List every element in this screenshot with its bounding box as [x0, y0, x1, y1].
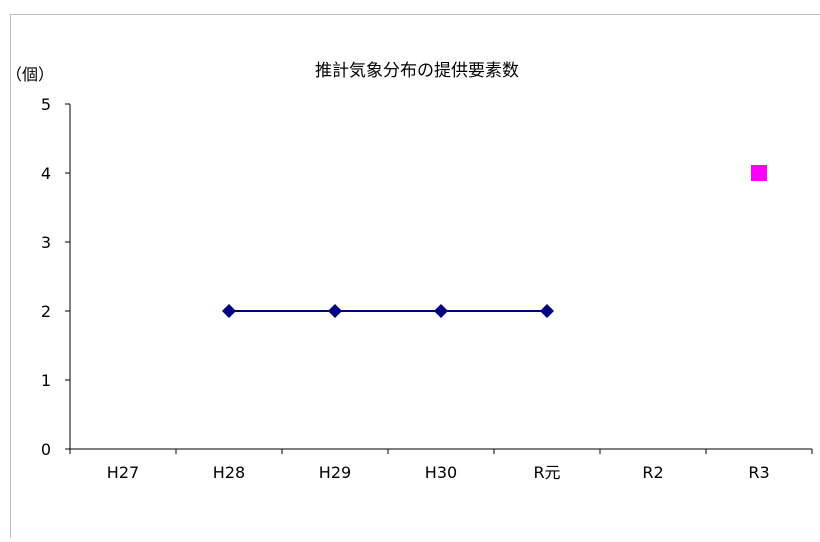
- y-tick-label: 3: [41, 233, 51, 252]
- tick-labels: 0 1 2 3 4 5 H27 H28 H29 H30 R元 R2 R3: [41, 95, 770, 482]
- chart-title: 推計気象分布の提供要素数: [315, 61, 519, 81]
- y-tick-label: 2: [41, 302, 51, 321]
- x-tick-label: H28: [213, 463, 245, 482]
- x-tick-label: H30: [425, 463, 457, 482]
- data-point-diamond: [222, 304, 236, 318]
- y-tick-label: 1: [41, 371, 51, 390]
- data-point-diamond: [328, 304, 342, 318]
- x-tick-label: R3: [748, 463, 769, 482]
- data-point-diamond: [540, 304, 554, 318]
- x-tick-label: R元: [533, 463, 560, 482]
- y-tick-label: 4: [41, 164, 51, 183]
- x-tick-label: H29: [319, 463, 351, 482]
- axes: [65, 104, 812, 454]
- x-tick-label: R2: [642, 463, 663, 482]
- data-point-square: [751, 165, 767, 181]
- y-tick-label: 0: [41, 440, 51, 459]
- chart-border: [11, 15, 820, 539]
- y-axis-label: （個）: [6, 65, 54, 84]
- data-point-diamond: [434, 304, 448, 318]
- series-layer: [222, 165, 767, 318]
- y-tick-label: 5: [41, 95, 51, 114]
- x-tick-label: H27: [107, 463, 139, 482]
